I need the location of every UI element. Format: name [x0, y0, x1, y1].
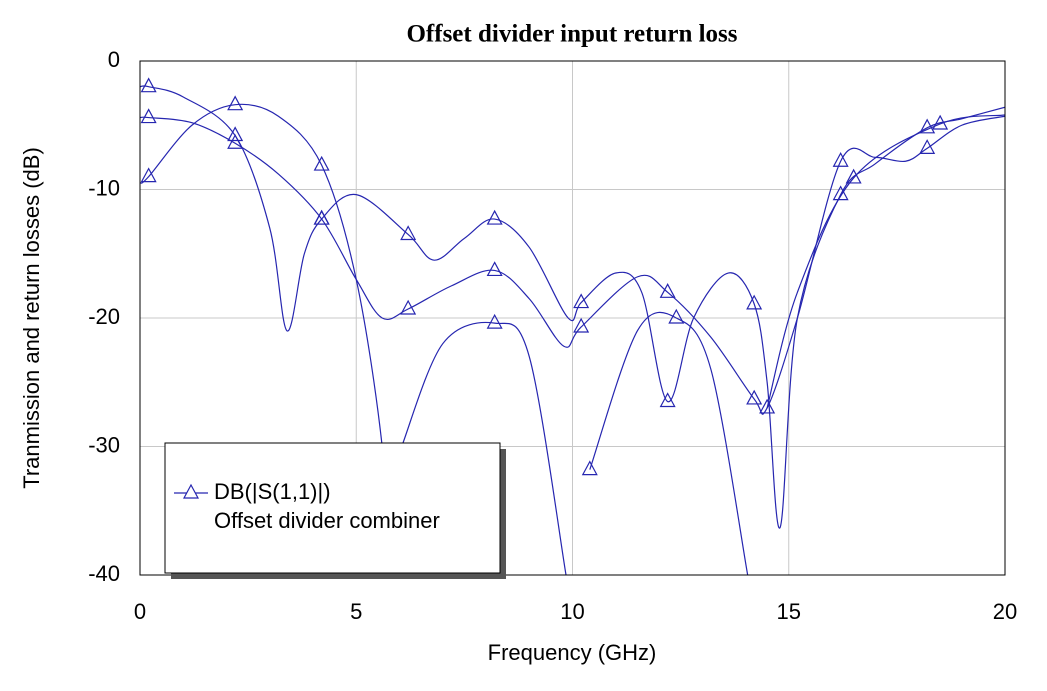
y-tick-label: -20	[88, 304, 120, 329]
x-tick-label: 0	[134, 599, 146, 624]
marker	[581, 460, 598, 476]
marker	[486, 313, 503, 329]
marker	[668, 308, 685, 324]
legend-box	[164, 442, 501, 574]
marker	[919, 139, 936, 154]
x-tick-label: 5	[350, 599, 362, 624]
marker	[746, 294, 763, 310]
y-tick-label: 0	[108, 47, 120, 72]
marker	[486, 261, 503, 277]
legend-subtitle: Offset divider combiner	[214, 508, 440, 533]
marker	[313, 155, 330, 171]
marker	[573, 293, 590, 309]
y-tick-label: -30	[88, 432, 120, 457]
x-tick-label: 10	[560, 599, 584, 624]
y-tick-label: -10	[88, 175, 120, 200]
x-tick-label: 15	[777, 599, 801, 624]
marker	[659, 392, 676, 408]
marker	[227, 95, 244, 111]
marker	[140, 167, 157, 183]
marker	[227, 126, 244, 142]
marker	[659, 283, 676, 298]
marker	[140, 108, 157, 124]
x-axis-label: Frequency (GHz)	[488, 640, 657, 665]
marker	[759, 398, 776, 414]
series-line	[140, 115, 1005, 415]
marker	[932, 114, 949, 130]
marker	[832, 151, 849, 167]
marker	[573, 317, 590, 333]
chart-title: Offset divider input return loss	[406, 21, 737, 48]
series-line	[140, 103, 1005, 575]
marker	[227, 133, 244, 149]
marker	[919, 118, 936, 134]
marker	[832, 185, 849, 201]
marker	[313, 209, 330, 225]
x-tick-label: 20	[993, 599, 1017, 624]
curves	[140, 77, 1005, 575]
plot-frame	[139, 60, 1006, 576]
legend-marker	[182, 483, 200, 499]
legend-label: DB(|S(1,1)|)	[214, 479, 331, 504]
marker	[400, 299, 417, 315]
legend: DB(|S(1,1)|) Offset divider combiner	[164, 442, 506, 579]
marker	[140, 77, 157, 93]
y-axis-label: Tranmission and return losses (dB)	[19, 147, 44, 489]
marker	[845, 168, 862, 184]
marker	[400, 225, 417, 241]
y-tick-label: -40	[88, 561, 120, 586]
marker	[746, 389, 763, 405]
marker	[486, 209, 503, 225]
